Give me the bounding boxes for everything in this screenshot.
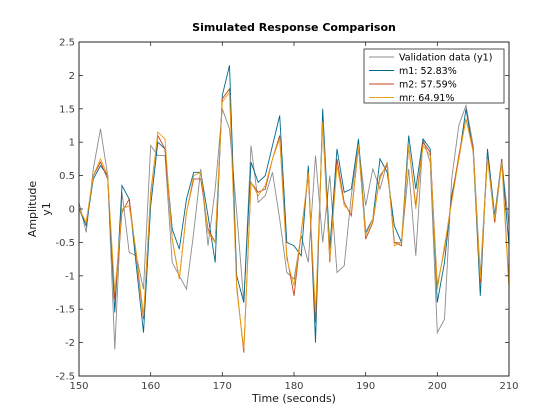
series-line-1: [78, 65, 510, 343]
x-tick-label: 180: [284, 381, 303, 392]
y-tick-label: 1: [69, 138, 75, 149]
x-tick-label: 210: [499, 381, 518, 392]
legend-label-2: m2: 57.59%: [399, 80, 457, 91]
y-tick-label: 1.5: [59, 104, 75, 115]
y-tick-label: 2.5: [59, 38, 75, 49]
y-tick-label: 0: [69, 205, 75, 216]
y-tick-label: -2: [65, 338, 75, 349]
y-tick-label: 0.5: [59, 171, 75, 182]
x-tick-label: 200: [428, 381, 447, 392]
series-line-3: [78, 90, 510, 350]
legend-box: [363, 48, 505, 104]
series-layer: [78, 65, 510, 353]
legend-label-1: m1: 52.83%: [399, 66, 457, 77]
ticks-layer: 150 160 170 180 190 200 210 2.5 2 1.5 1 0.5 0 -0.5 -1 -…: [55, 38, 518, 393]
y-tick-label: 2: [69, 71, 75, 82]
y-axis-label-output: y1: [40, 202, 53, 216]
legend-label-0: Validation data (y1): [399, 53, 492, 64]
legend: Validation data (y1) m1: 52.83% m2: 57.59%…: [363, 48, 505, 104]
chart-title: Simulated Response Comparison: [192, 21, 396, 34]
series-line-0: [78, 103, 510, 350]
y-tick-label: -1: [65, 271, 75, 282]
x-tick-label: 150: [69, 381, 88, 392]
x-tick-label: 160: [141, 381, 160, 392]
y-axis-label: Amplitude: [26, 181, 39, 238]
y-tick-label: -0.5: [55, 238, 75, 249]
x-axis-label: Time (seconds): [251, 392, 336, 405]
x-tick-label: 170: [213, 381, 232, 392]
x-tick-label: 190: [356, 381, 375, 392]
y-tick-label: -1.5: [55, 305, 75, 316]
y-tick-label: -2.5: [55, 372, 75, 383]
legend-label-3: mr: 64.91%: [399, 93, 454, 104]
